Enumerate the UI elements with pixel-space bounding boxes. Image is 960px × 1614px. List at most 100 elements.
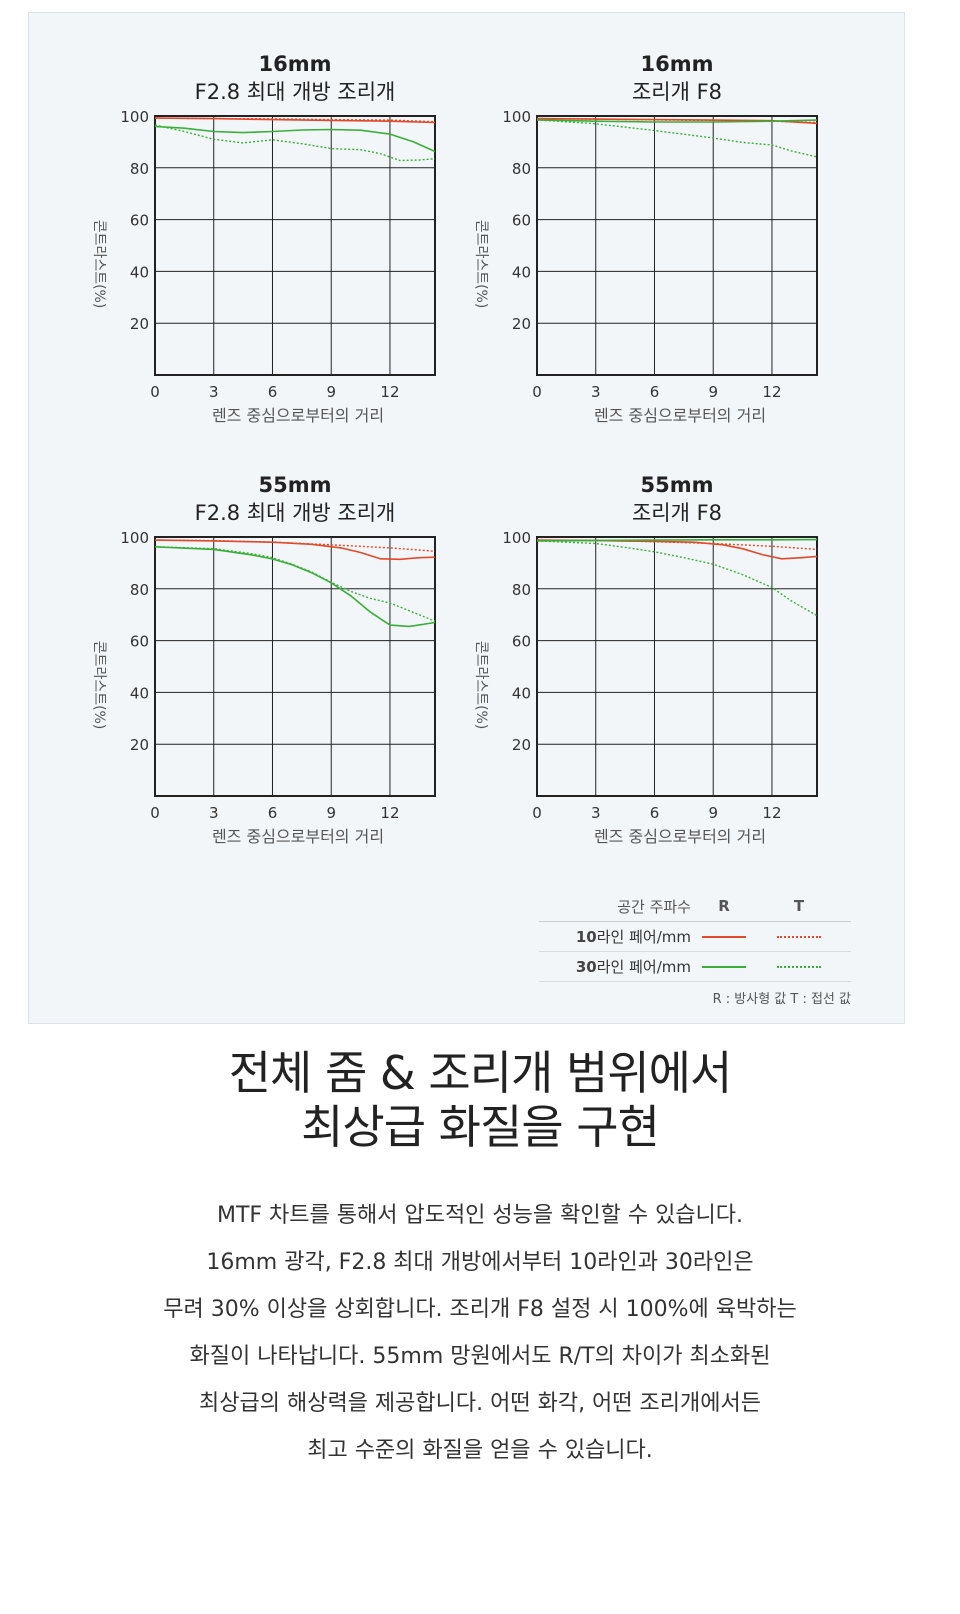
headline-line-1: 전체 줌 & 조리개 범위에서	[228, 1046, 733, 1100]
chart-4-ylabel: 콘트라스트(%)	[473, 641, 489, 730]
chart-4-subtitle: 조리개 F8	[632, 501, 722, 525]
chart-3-xtick-label: 12	[380, 804, 399, 822]
legend-swatch-red-dotted	[777, 935, 821, 938]
description-line-4: 화질이 나타납니다. 55mm 망원에서도 R/T의 차이가 최소화된	[189, 1344, 771, 1369]
chart-3-series-red-dotted	[154, 539, 436, 552]
legend-col-r: R	[718, 897, 730, 915]
legend-swatch-red-solid	[702, 935, 746, 938]
chart-1-plot-frame	[154, 115, 436, 376]
legend-row-30lp: 30라인 페어/mm	[539, 952, 851, 982]
chart-2-xtick-label: 0	[532, 383, 542, 401]
chart-3-series-green-dotted	[154, 546, 436, 622]
chart-4-xtick-label: 3	[591, 804, 601, 822]
description-line-2: 16mm 광각, F2.8 최대 개방에서부터 10라인과 30라인은	[206, 1250, 754, 1275]
legend-header-label: 공간 주파수	[617, 897, 691, 916]
chart-1-series-green-dotted	[154, 124, 436, 162]
chart-1-title: 16mm	[259, 52, 332, 76]
legend-swatch-green-dotted	[777, 965, 821, 968]
chart-1-ytick-label: 100	[120, 108, 149, 126]
chart-2-series-green-solid	[536, 119, 818, 123]
chart-4-series-green-solid	[536, 538, 818, 542]
legend-row-10lp-num: 10	[575, 928, 597, 946]
chart-1-ytick-label: 60	[130, 212, 149, 230]
chart-4-ytick-label: 60	[512, 633, 531, 651]
chart-2-xtick-label: 6	[650, 383, 660, 401]
chart-4-title: 55mm	[641, 473, 714, 497]
chart-2-title: 16mm	[641, 52, 714, 76]
chart-1-xtick-label: 9	[326, 383, 336, 401]
headline: 전체 줌 & 조리개 범위에서 최상급 화질을 구현	[0, 1046, 960, 1154]
chart-2-xlabel: 렌즈 중심으로부터의 거리	[594, 406, 766, 425]
chart-4-series-green-dotted	[536, 540, 818, 617]
chart-3-xtick-label: 3	[209, 804, 219, 822]
legend-table: 공간 주파수 R T 10라인 페어/mm 30라인 페어/mm R : 방사형…	[539, 891, 851, 1007]
chart-3-ytick-label: 20	[130, 736, 149, 754]
chart-1-xtick-label: 6	[268, 383, 278, 401]
description-line-1: MTF 차트를 통해서 압도적인 성능을 확인할 수 있습니다.	[216, 1203, 744, 1228]
legend-header-row: 공간 주파수 R T	[539, 891, 851, 922]
legend-col-t: T	[793, 897, 805, 915]
chart-4-xlabel: 렌즈 중심으로부터의 거리	[594, 827, 766, 846]
description-line-3: 무려 30% 이상을 상회합니다. 조리개 F8 설정 시 100%에 육박하는	[163, 1297, 797, 1322]
legend-row-30lp-num: 30	[575, 958, 597, 976]
legend-row-10lp-text: 라인 페어/mm	[596, 928, 691, 946]
chart-4-ytick-label: 100	[502, 529, 531, 547]
legend-row-10lp-label: 10라인 페어/mm	[539, 926, 699, 947]
chart-2-ytick-label: 60	[512, 212, 531, 230]
chart-1-series-green-solid	[154, 125, 436, 153]
description-line-6: 최고 수준의 화질을 얻을 수 있습니다.	[307, 1438, 653, 1463]
chart-3-xtick-label: 0	[150, 804, 160, 822]
legend-row-10lp: 10라인 페어/mm	[539, 922, 851, 952]
chart-1-series-red-solid	[154, 117, 436, 124]
mtf-chart-panel: 16mm F2.8 최대 개방 조리개 20 40 60 80 100 0 3 6 9 12 렌즈 중심…	[28, 12, 905, 1024]
chart-2-ytick-label: 100	[502, 108, 531, 126]
chart-3-series-green-solid	[154, 546, 436, 628]
chart-4-xtick-label: 12	[762, 804, 781, 822]
chart-1-series-red-dotted	[154, 117, 436, 123]
legend-row-30lp-text: 라인 페어/mm	[596, 958, 691, 976]
chart-2-xtick-label: 12	[762, 383, 781, 401]
chart-2-plot-frame	[536, 115, 818, 376]
description-line-5: 최상급의 해상력을 제공합니다. 어떤 화각, 어떤 조리개에서든	[199, 1391, 761, 1416]
legend-note: R : 방사형 값 T : 접선 값	[712, 992, 851, 1007]
chart-4-ytick-label: 40	[512, 684, 531, 702]
chart-2-series-green-dotted	[536, 119, 818, 158]
description: MTF 차트를 통해서 압도적인 성능을 확인할 수 있습니다. 16mm 광각…	[0, 1192, 960, 1474]
chart-3-xtick-label: 6	[268, 804, 278, 822]
chart-2-xtick-label: 9	[708, 383, 718, 401]
legend-swatch-green-solid	[702, 965, 746, 968]
chart-2-xtick-label: 3	[591, 383, 601, 401]
chart-3-ytick-label: 100	[120, 529, 149, 547]
chart-3-ylabel: 콘트라스트(%)	[91, 641, 107, 730]
chart-3-subtitle: F2.8 최대 개방 조리개	[195, 501, 396, 525]
chart-1-xlabel: 렌즈 중심으로부터의 거리	[212, 406, 384, 425]
chart-2-series-red-dotted	[536, 117, 818, 124]
chart-2-ytick-label: 40	[512, 263, 531, 281]
chart-3-plot-frame	[154, 536, 436, 797]
chart-4-ytick-label: 80	[512, 581, 531, 599]
chart-1-xtick-label: 12	[380, 383, 399, 401]
chart-3-ytick-label: 40	[130, 684, 149, 702]
legend-row-30lp-label: 30라인 페어/mm	[539, 956, 699, 977]
chart-3-xlabel: 렌즈 중심으로부터의 거리	[212, 827, 384, 846]
chart-1-ylabel: 콘트라스트(%)	[91, 220, 107, 309]
chart-3-xtick-label: 9	[326, 804, 336, 822]
chart-3-ytick-label: 80	[130, 581, 149, 599]
chart-2-ytick-label: 20	[512, 315, 531, 333]
chart-4-plot-frame	[536, 536, 818, 797]
chart-2-subtitle: 조리개 F8	[632, 80, 722, 104]
chart-1-xtick-label: 3	[209, 383, 219, 401]
chart-4-xtick-label: 9	[708, 804, 718, 822]
chart-1-ytick-label: 20	[130, 315, 149, 333]
chart-3-title: 55mm	[259, 473, 332, 497]
chart-2-ytick-label: 80	[512, 160, 531, 178]
chart-1-xtick-label: 0	[150, 383, 160, 401]
chart-4-xtick-label: 6	[650, 804, 660, 822]
chart-4-xtick-label: 0	[532, 804, 542, 822]
chart-3-ytick-label: 60	[130, 633, 149, 651]
chart-1-ytick-label: 40	[130, 263, 149, 281]
headline-line-2: 최상급 화질을 구현	[301, 1100, 660, 1154]
chart-1-subtitle: F2.8 최대 개방 조리개	[195, 80, 396, 104]
chart-4-ytick-label: 20	[512, 736, 531, 754]
